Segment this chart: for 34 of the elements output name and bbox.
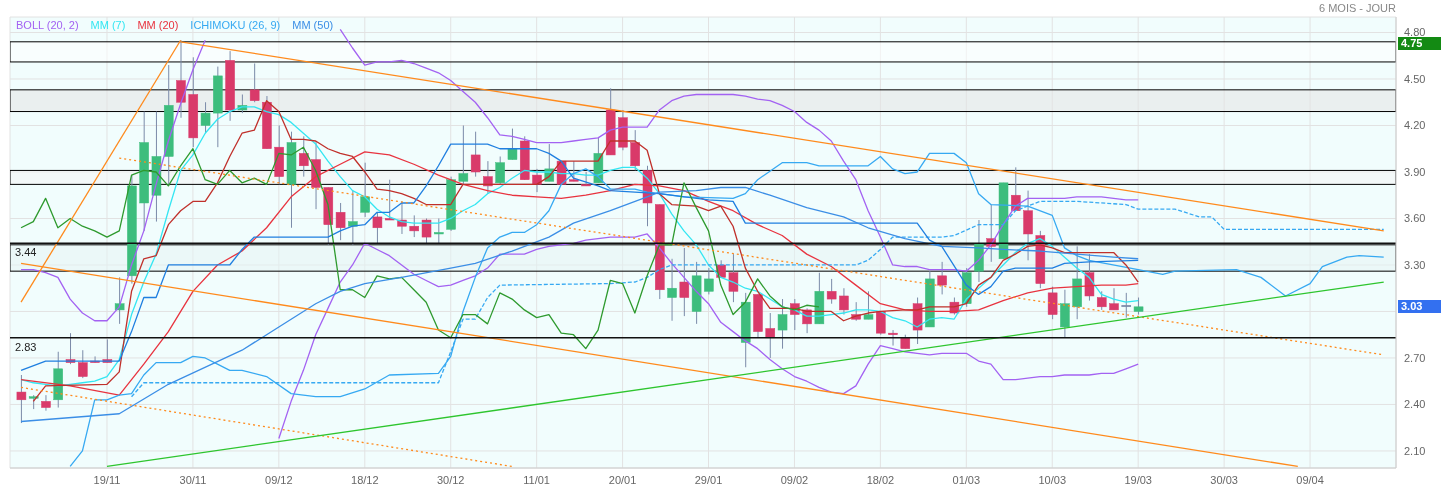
text: ICHIMOKU (26, 9) [190, 19, 281, 31]
y-tick-label: 4.80 [1404, 26, 1426, 39]
y-tick-label: 2.10 [1404, 444, 1426, 457]
y-tick-label: 3.60 [1404, 212, 1426, 225]
x-tick-label: 09/04 [1296, 473, 1324, 486]
x-tick-label: 18/02 [866, 473, 895, 486]
x-tick-label: 01/03 [952, 473, 981, 486]
x-tick-label: 30/11 [179, 473, 207, 486]
x-tick-label: 30/03 [1210, 473, 1238, 486]
x-tick-label: 19/03 [1124, 473, 1152, 486]
x-tick-label: 11/01 [523, 473, 551, 486]
y-tick-label: 4.20 [1404, 119, 1426, 132]
x-tick-label: 18/12 [351, 473, 379, 486]
x-tick-label: 20/01 [608, 473, 637, 486]
ref-line-label: 2.83 [15, 340, 37, 353]
text: MM (20) [137, 19, 179, 31]
x-tick-label: 09/12 [265, 473, 293, 486]
chart-subtitle: 6 MOIS - JOUR [1318, 2, 1396, 14]
x-tick-label: 19/11 [93, 473, 121, 486]
text: BOLL (20, 2) [16, 19, 79, 31]
text: MM (7) [90, 19, 126, 31]
ref-line-label: 3.44 [15, 246, 37, 259]
y-tick-label: 4.50 [1404, 72, 1426, 85]
text: 4.75 [1398, 37, 1441, 51]
x-tick-label: 30/12 [436, 473, 465, 486]
text: 3.03 [1398, 299, 1441, 313]
y-tick-label: 2.40 [1404, 398, 1426, 411]
y-tick-label: 3.90 [1404, 165, 1426, 178]
y-tick-label: 3.30 [1404, 258, 1426, 271]
y-tick-label: 2.70 [1404, 351, 1426, 364]
x-tick-label: 09/02 [780, 473, 809, 486]
x-tick-label: 10/03 [1038, 473, 1067, 486]
x-tick-label: 29/01 [694, 473, 723, 486]
text: MM (50) [292, 19, 334, 31]
